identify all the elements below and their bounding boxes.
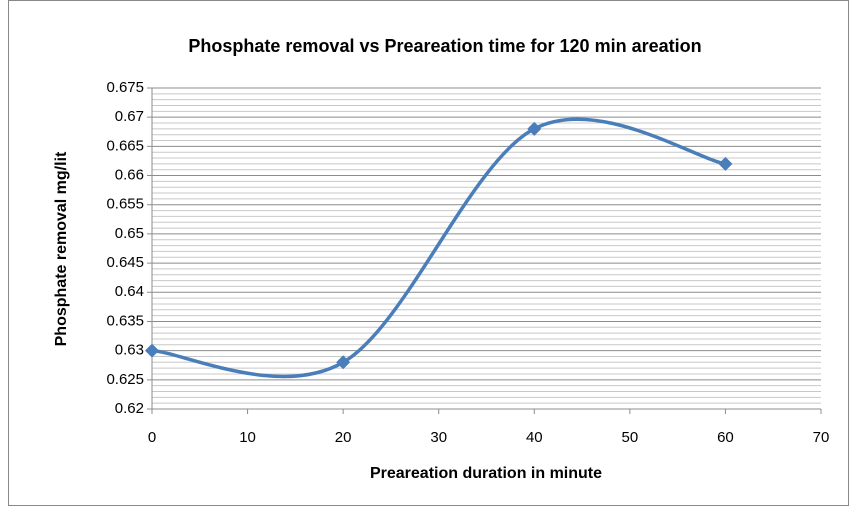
y-tick-label: 0.635 [106,312,144,329]
y-tick-label: 0.62 [115,400,144,417]
y-tick-label: 0.66 [115,167,144,184]
x-tick-label: 60 [717,429,734,446]
y-tick-label: 0.675 [106,79,144,96]
y-tick-label: 0.63 [115,342,144,359]
y-tick-label: 0.67 [115,108,144,125]
chart-border [8,0,849,506]
x-tick-label: 40 [526,429,543,446]
x-tick-label: 70 [813,429,830,446]
y-tick-label: 0.65 [115,225,144,242]
x-axis-label: Preareation duration in minute [370,465,602,482]
x-tick-label: 0 [148,429,156,446]
y-tick-label: 0.625 [106,371,144,388]
y-tick-label: 0.645 [106,254,144,271]
y-tick-label: 0.64 [115,283,144,300]
x-tick-label: 10 [239,429,256,446]
point-marker [527,121,542,136]
x-tick-label: 50 [622,429,639,446]
point-marker [336,355,351,370]
point-marker [718,156,733,171]
y-axis-label: Phosphate removal mg/lit [53,151,70,346]
point-marker [145,343,159,358]
x-tick-label: 30 [430,429,447,446]
y-tick-label: 0.655 [106,196,144,213]
y-tick-label: 0.665 [106,137,144,154]
x-tick-label: 20 [335,429,352,446]
chart-title: Phosphate removal vs Preareation time fo… [188,36,701,56]
series-line [151,117,726,379]
